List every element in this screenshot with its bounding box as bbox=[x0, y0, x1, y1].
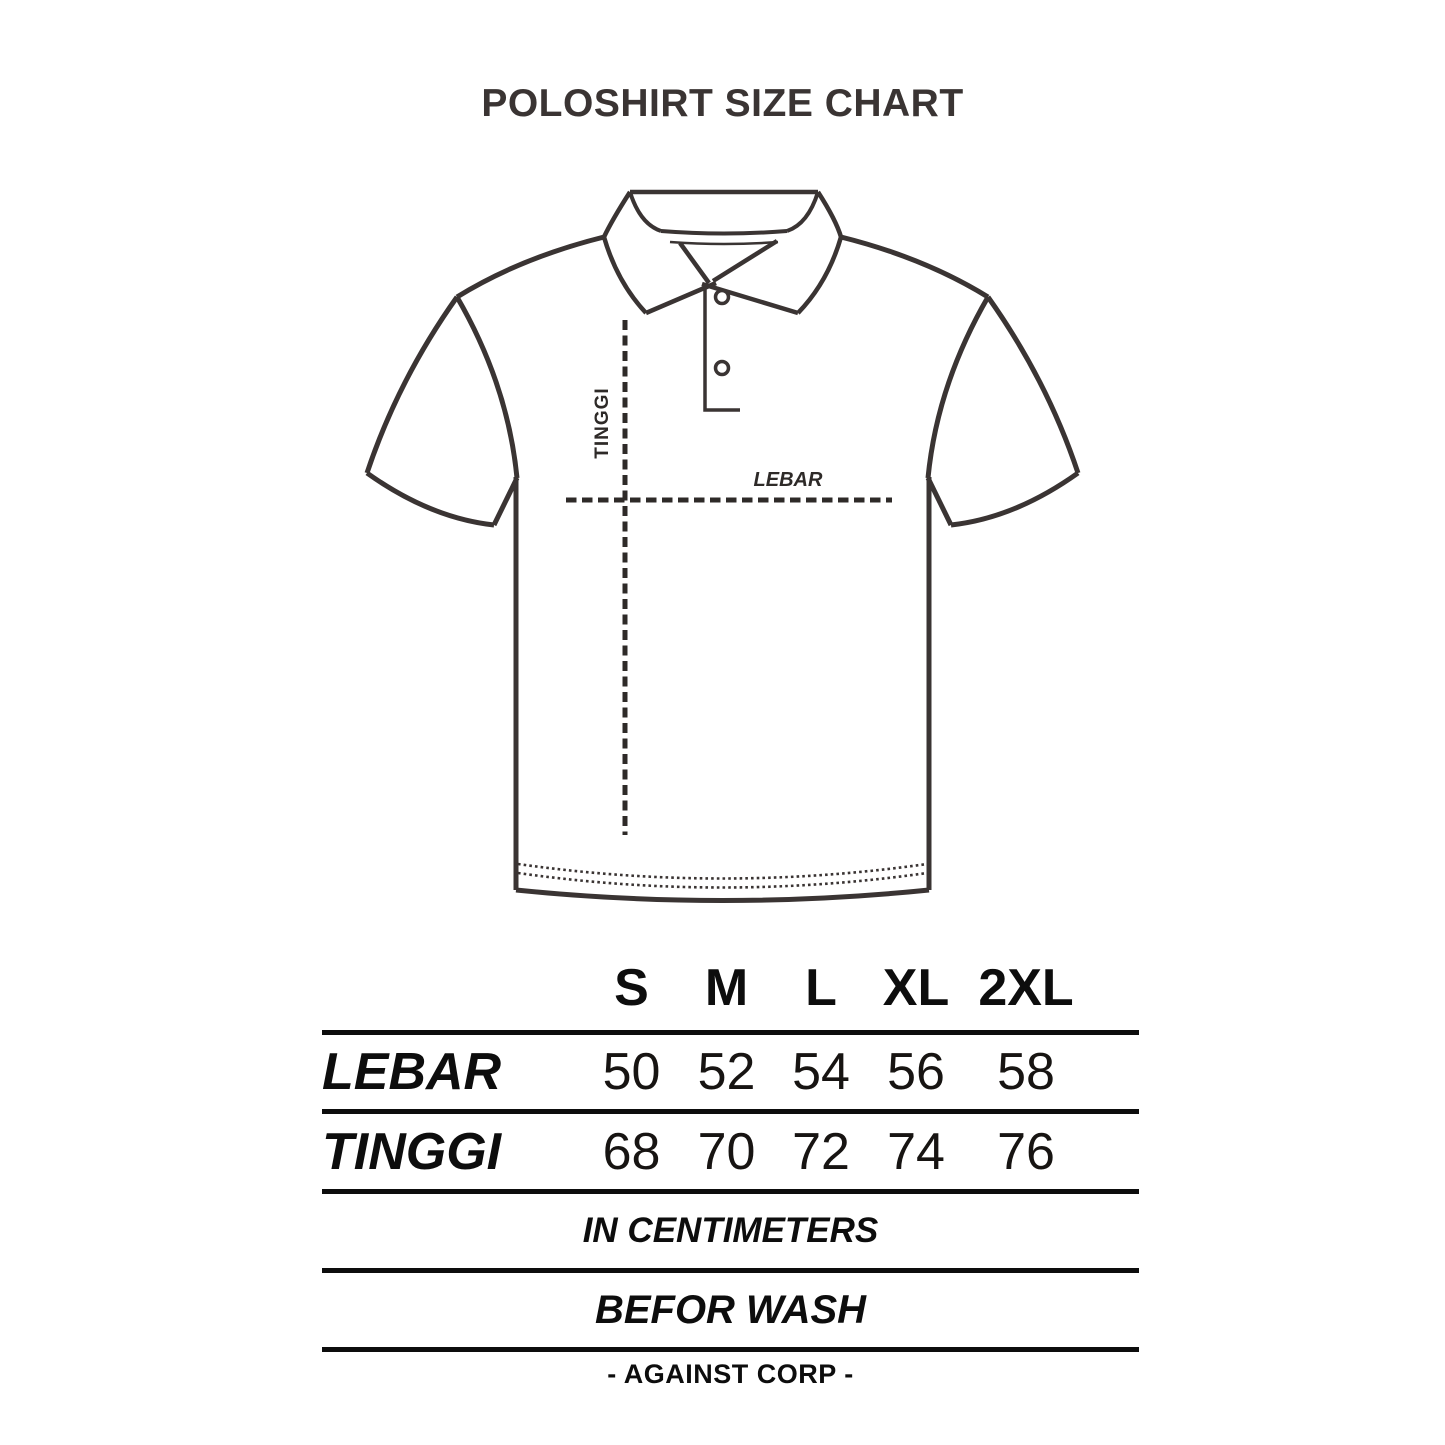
size-table: S M L XL 2XL LEBAR 50 52 54 56 58 TINGGI… bbox=[322, 945, 1139, 1405]
shirt-body-outline bbox=[513, 477, 932, 903]
bottom-button-icon bbox=[713, 359, 731, 377]
right-shoulder-seam bbox=[840, 234, 990, 300]
poloshirt-diagram: TINGGI LEBAR bbox=[364, 189, 1081, 903]
tinggi-value-s: 68 bbox=[602, 1122, 661, 1181]
wash-note: BEFOR WASH bbox=[594, 1287, 867, 1332]
right-sleeve-outer-edge bbox=[985, 295, 1081, 474]
left-collar-flap-outer bbox=[601, 236, 648, 315]
left-armhole-curve bbox=[454, 295, 520, 479]
right-sleeve-underarm bbox=[925, 476, 954, 527]
table-rule-5 bbox=[322, 1347, 1139, 1352]
tinggi-label: TINGGI bbox=[592, 387, 613, 458]
collar-band-top-line bbox=[660, 229, 788, 236]
table-rule-3 bbox=[322, 1189, 1139, 1194]
right-sleeve bbox=[925, 295, 1081, 528]
size-header-s: S bbox=[614, 958, 649, 1017]
tinggi-value-l: 72 bbox=[792, 1122, 850, 1181]
left-sleeve bbox=[364, 295, 520, 528]
hem-stitch-line-lower bbox=[517, 871, 928, 889]
left-sleeve-cuff bbox=[365, 470, 495, 528]
table-rule-4 bbox=[322, 1268, 1139, 1273]
tinggi-value-2xl: 76 bbox=[997, 1122, 1055, 1181]
wash-note-row: BEFOR WASH bbox=[322, 1273, 1139, 1347]
size-header-l: L bbox=[805, 958, 837, 1017]
measurement-guides: TINGGI LEBAR bbox=[566, 320, 892, 835]
hem-stitch-line-upper bbox=[517, 862, 928, 880]
lebar-value-m: 52 bbox=[697, 1043, 756, 1101]
right-collar-flap-bottom bbox=[701, 281, 799, 316]
collar-right-outer-edge bbox=[816, 190, 844, 238]
button-placket bbox=[703, 285, 740, 412]
tinggi-value-xl: 74 bbox=[887, 1122, 945, 1181]
left-sleeve-outer-edge bbox=[364, 295, 460, 474]
collar-band-right-curve bbox=[786, 191, 820, 233]
right-armhole-curve bbox=[925, 295, 991, 479]
size-column-headers: S M L XL 2XL bbox=[322, 945, 1139, 1030]
collar-left-outer-edge bbox=[601, 190, 632, 238]
placket-outline bbox=[703, 285, 740, 412]
collar-band-bottom-line bbox=[669, 240, 779, 246]
tinggi-value-m: 70 bbox=[697, 1122, 756, 1181]
right-sleeve-cuff bbox=[950, 470, 1080, 528]
table-row-lebar: LEBAR 50 52 54 56 58 bbox=[322, 1035, 1139, 1109]
unit-note-row: IN CENTIMETERS bbox=[322, 1194, 1139, 1268]
right-collar-flap-inner bbox=[711, 239, 779, 283]
row-label-tinggi: TINGGI bbox=[322, 1122, 502, 1181]
left-shoulder-seam bbox=[455, 234, 605, 300]
lebar-value-l: 54 bbox=[792, 1043, 850, 1101]
left-collar-flap-inner bbox=[678, 241, 711, 285]
table-row-tinggi: TINGGI 68 70 72 74 76 bbox=[322, 1114, 1139, 1189]
footer-row: - AGAINST CORP - bbox=[322, 1352, 1139, 1396]
footer-brand: - AGAINST CORP - bbox=[607, 1358, 854, 1389]
lebar-value-2xl: 58 bbox=[997, 1043, 1055, 1101]
body-hem-curve bbox=[515, 887, 930, 903]
lebar-value-xl: 56 bbox=[887, 1043, 945, 1101]
size-header-m: M bbox=[704, 958, 749, 1017]
size-header-2xl: 2XL bbox=[978, 958, 1074, 1017]
table-rule-2 bbox=[322, 1109, 1139, 1114]
row-label-lebar: LEBAR bbox=[322, 1043, 502, 1101]
left-sleeve-underarm bbox=[491, 476, 520, 527]
lebar-value-s: 50 bbox=[602, 1043, 661, 1101]
collar-band-left-curve bbox=[628, 191, 662, 233]
shoulder-seams bbox=[455, 234, 990, 300]
unit-note: IN CENTIMETERS bbox=[582, 1211, 879, 1250]
top-button-icon bbox=[713, 288, 731, 306]
lebar-label: LEBAR bbox=[754, 469, 823, 491]
size-header-xl: XL bbox=[882, 958, 950, 1017]
collar bbox=[601, 189, 844, 316]
page-title: POLOSHIRT SIZE CHART bbox=[481, 82, 964, 125]
table-rule-1 bbox=[322, 1030, 1139, 1035]
right-collar-flap-outer bbox=[796, 236, 844, 315]
